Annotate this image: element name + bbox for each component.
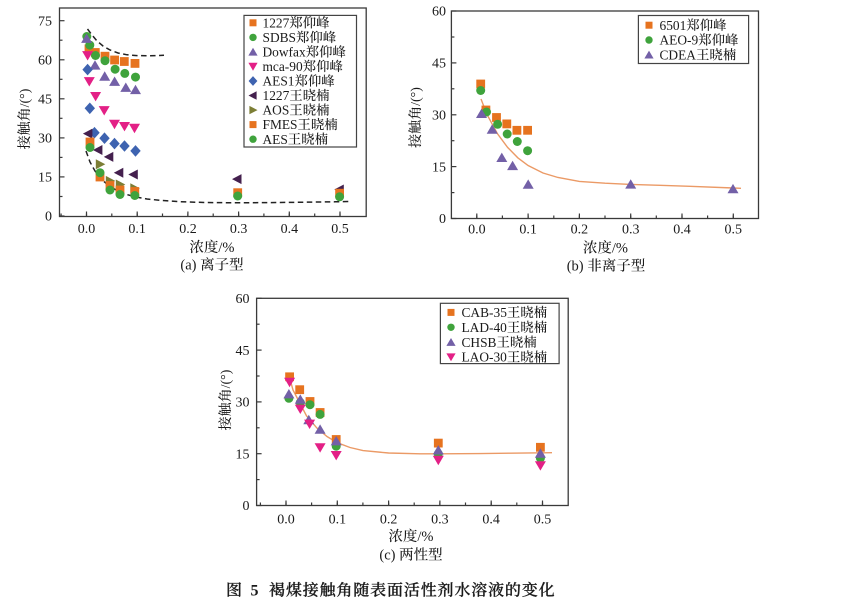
svg-text:45: 45 — [432, 57, 446, 72]
svg-text:/%: /% — [417, 529, 433, 545]
svg-text:AES: AES — [263, 132, 288, 147]
svg-text:SDBS: SDBS — [263, 30, 297, 45]
svg-text:0.1: 0.1 — [128, 222, 146, 237]
svg-text:0.4: 0.4 — [281, 222, 299, 237]
svg-text:60: 60 — [432, 5, 446, 20]
svg-text:AEO-9: AEO-9 — [660, 33, 699, 48]
svg-text:45: 45 — [236, 344, 250, 359]
svg-text:0.3: 0.3 — [431, 513, 449, 528]
svg-text:15: 15 — [432, 160, 446, 175]
svg-text:0.5: 0.5 — [534, 513, 552, 528]
svg-text:0.1: 0.1 — [329, 513, 347, 528]
svg-text:45: 45 — [38, 93, 52, 108]
svg-text:0.5: 0.5 — [725, 223, 743, 238]
svg-text:1227: 1227 — [263, 88, 290, 103]
svg-text:(a): (a) — [180, 258, 196, 274]
svg-text:/(°): /(°) — [409, 87, 424, 106]
svg-text:0: 0 — [45, 210, 52, 225]
svg-text:60: 60 — [236, 292, 250, 307]
svg-text:0: 0 — [439, 212, 446, 227]
svg-text:0.4: 0.4 — [673, 223, 691, 238]
svg-text:mca-90: mca-90 — [263, 59, 303, 74]
svg-text:LAD-40: LAD-40 — [462, 320, 508, 335]
svg-text:/(°): /(°) — [219, 369, 234, 388]
svg-text:0.0: 0.0 — [78, 222, 96, 237]
svg-text:LAO-30: LAO-30 — [462, 350, 508, 365]
svg-text:0.3: 0.3 — [622, 223, 640, 238]
svg-text:0.2: 0.2 — [179, 222, 197, 237]
svg-text:0.0: 0.0 — [277, 513, 295, 528]
svg-text:AOS: AOS — [263, 103, 290, 118]
svg-text:75: 75 — [38, 14, 52, 29]
svg-text:CHSB: CHSB — [462, 335, 497, 350]
svg-text:0.1: 0.1 — [519, 223, 537, 238]
svg-text:0: 0 — [243, 499, 250, 514]
svg-text:(b): (b) — [567, 259, 584, 275]
svg-text:30: 30 — [236, 396, 250, 411]
svg-text:15: 15 — [38, 171, 52, 186]
svg-text:/%: /% — [218, 240, 234, 256]
svg-text:(c): (c) — [379, 548, 395, 564]
svg-text:FMES: FMES — [263, 117, 298, 132]
svg-text:/(°): /(°) — [18, 88, 33, 107]
svg-text:15: 15 — [236, 447, 250, 462]
svg-text:30: 30 — [38, 132, 52, 147]
svg-text:60: 60 — [38, 54, 52, 69]
svg-text:AES1: AES1 — [263, 74, 295, 89]
svg-text:0.2: 0.2 — [380, 513, 398, 528]
svg-text:0.3: 0.3 — [230, 222, 248, 237]
svg-text:0.2: 0.2 — [571, 223, 589, 238]
svg-text:/%: /% — [612, 241, 628, 257]
svg-text:30: 30 — [432, 109, 446, 124]
svg-text:CAB-35: CAB-35 — [462, 305, 508, 320]
svg-text:1227: 1227 — [263, 15, 290, 30]
svg-text:0.5: 0.5 — [331, 222, 349, 237]
svg-text:5: 5 — [251, 583, 259, 600]
svg-text:Dowfax: Dowfax — [263, 45, 306, 60]
svg-text:0.4: 0.4 — [482, 513, 500, 528]
svg-text:0.0: 0.0 — [468, 223, 486, 238]
svg-text:CDEA: CDEA — [660, 47, 697, 62]
svg-text:6501: 6501 — [660, 18, 687, 33]
